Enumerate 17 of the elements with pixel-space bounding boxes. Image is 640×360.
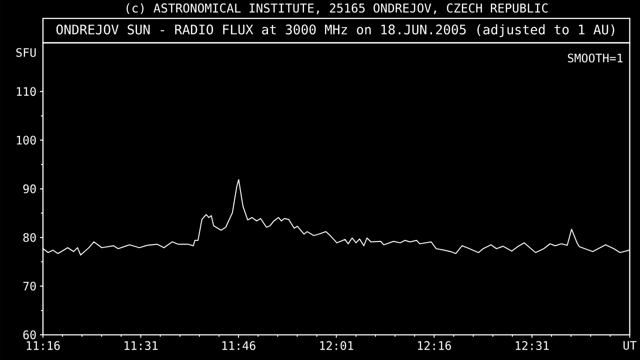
y-tick-label: 70 — [23, 282, 36, 290]
y-axis-title: SFU — [16, 48, 36, 57]
chart-subtitle: (c) ASTRONOMICAL INSTITUTE, 25165 ONDREJOV, CZECH REPUBLIC — [126, 3, 548, 14]
y-tick-label: 110 — [16, 87, 36, 96]
x-tick-label: 11:46 — [222, 341, 256, 350]
chart-title: ONDREJOV SUN - RADIO FLUX at 3000 MHz on 18.JUN.2005 (adjusted to 1 AU) — [56, 24, 614, 37]
y-tick-label: 90 — [23, 184, 36, 194]
annotation: SMOOTH=1 — [568, 54, 623, 62]
x-tick-label: 12:01 — [320, 341, 354, 350]
y-tick-label: 60 — [23, 330, 36, 340]
y-tick-label: 80 — [23, 232, 36, 242]
y-tick-label: 100 — [16, 136, 36, 145]
x-tick-label: 11:31 — [124, 341, 158, 350]
x-tick-label: 12:16 — [418, 341, 451, 350]
x-tick-label: 12:31 — [516, 341, 549, 350]
x-tick-label: UT — [624, 341, 636, 350]
x-tick-label: 11:16 — [26, 341, 60, 350]
